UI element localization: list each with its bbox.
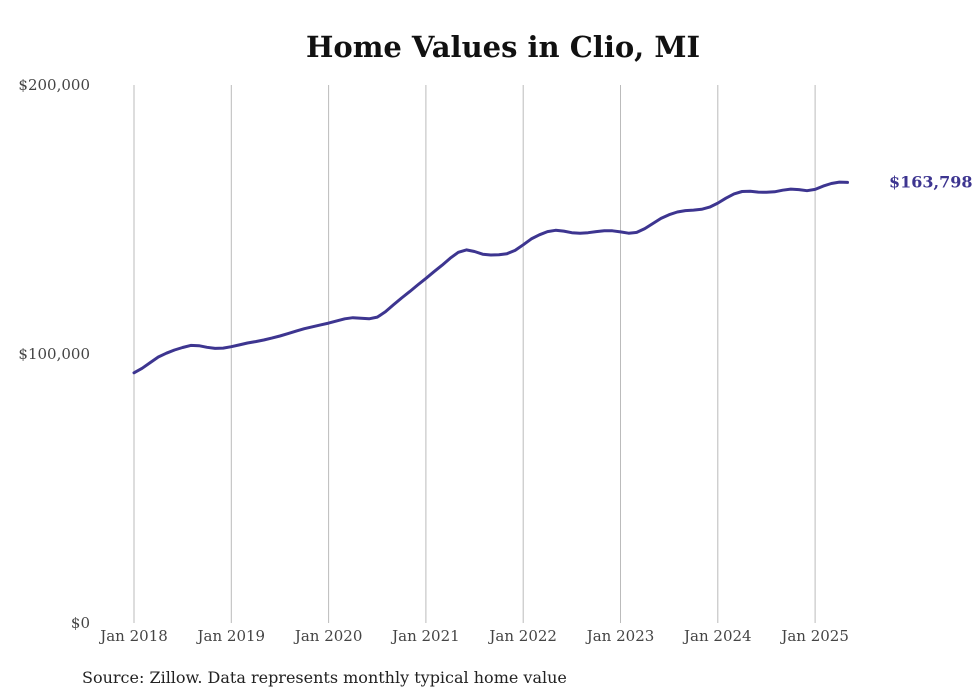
y-tick-label: $0 (71, 614, 90, 632)
series-line (132, 180, 849, 375)
end-label-layer: $163,798 (889, 172, 973, 191)
x-tick-label: Jan 2018 (98, 627, 168, 645)
x-axis-ticks: Jan 2018 Jan 2019 Jan 2020 Jan 2021 Jan 2022… (98, 627, 849, 645)
x-tick-label: Jan 2022 (487, 627, 557, 645)
end-value-label: $163,798 (889, 172, 973, 191)
y-tick-label: $200,000 (18, 76, 90, 94)
x-tick-label: Jan 2020 (293, 627, 363, 645)
x-tick-label: Jan 2019 (196, 627, 266, 645)
y-tick-label: $100,000 (18, 345, 90, 363)
y-axis-ticks: $0 $100,000 $200,000 (18, 76, 90, 632)
x-tick-label: Jan 2021 (390, 627, 460, 645)
chart-title: Home Values in Clio, MI (305, 30, 701, 64)
series-layer (132, 180, 849, 375)
gridlines (133, 85, 816, 623)
x-tick-label: Jan 2025 (779, 627, 849, 645)
source-note: Source: Zillow. Data represents monthly … (82, 668, 567, 687)
x-tick-label: Jan 2023 (585, 627, 655, 645)
x-tick-label: Jan 2024 (682, 627, 752, 645)
